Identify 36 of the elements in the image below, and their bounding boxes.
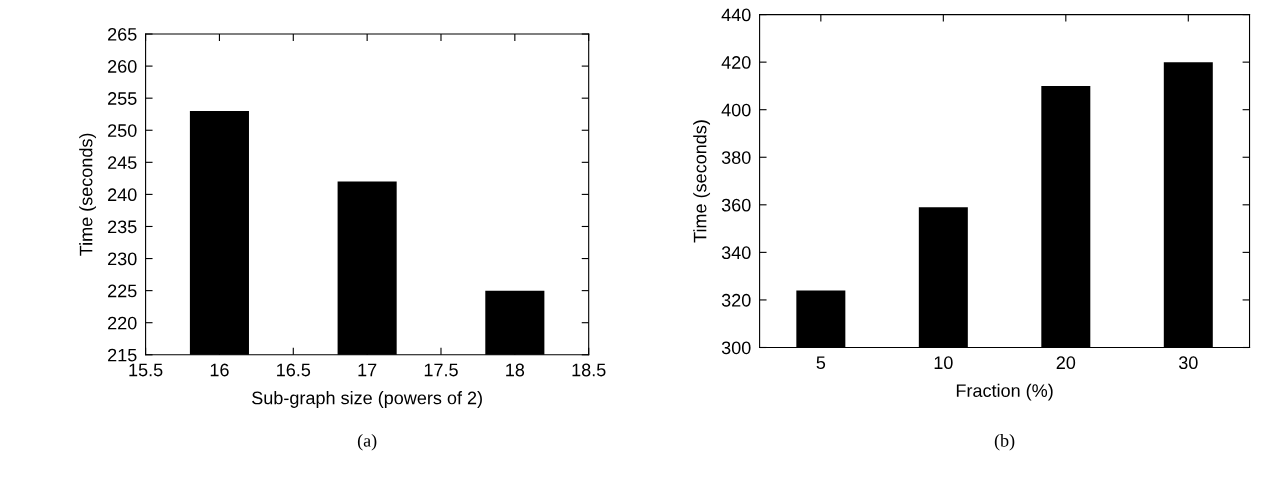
x-axis-title: Fraction (%) (956, 383, 1053, 401)
x-tick-label: 15.5 (129, 363, 163, 377)
y-axis-title: Time (seconds) (79, 133, 97, 256)
y-tick-label: 380 (721, 151, 751, 164)
y-tick-label: 225 (108, 284, 137, 298)
x-tick-label: 5 (816, 356, 826, 370)
y-tick-label: 240 (108, 188, 137, 202)
y-tick-label: 420 (721, 56, 751, 69)
text: (b) (994, 434, 1015, 451)
y-tick-label: 400 (721, 103, 751, 117)
y-tick-label: 215 (108, 348, 137, 362)
y-tick-label: 360 (721, 198, 751, 212)
y-tick-label: 440 (721, 8, 751, 22)
y-tick-label: 260 (108, 60, 137, 73)
y-tick-label: 235 (108, 220, 137, 234)
x-tick-label: 16 (210, 363, 229, 377)
y-tick-label: 300 (721, 341, 751, 355)
x-tick-label: 17 (358, 363, 377, 377)
x-tick-label: 30 (1178, 356, 1198, 370)
y-tick-label: 340 (721, 246, 751, 260)
y-tick-label: 245 (108, 156, 137, 170)
x-tick-label: 18.5 (572, 363, 606, 377)
y-tick-label: 255 (108, 92, 137, 105)
x-tick-label: 20 (1056, 356, 1076, 370)
y-axis-title: Time (seconds) (693, 120, 711, 243)
x-axis-title: Sub-graph size (powers of 2) (252, 391, 482, 408)
y-tick-label: 265 (108, 27, 137, 41)
text: (a) (357, 434, 377, 451)
x-tick-label: 17.5 (424, 363, 458, 377)
y-tick-label: 220 (108, 316, 137, 330)
x-tick-label: 18 (506, 363, 525, 377)
y-tick-label: 320 (721, 293, 751, 307)
y-tick-label: 250 (108, 124, 137, 137)
x-tick-label: 10 (934, 356, 953, 370)
x-tick-label: 16.5 (277, 363, 311, 377)
y-tick-label: 230 (108, 252, 137, 266)
